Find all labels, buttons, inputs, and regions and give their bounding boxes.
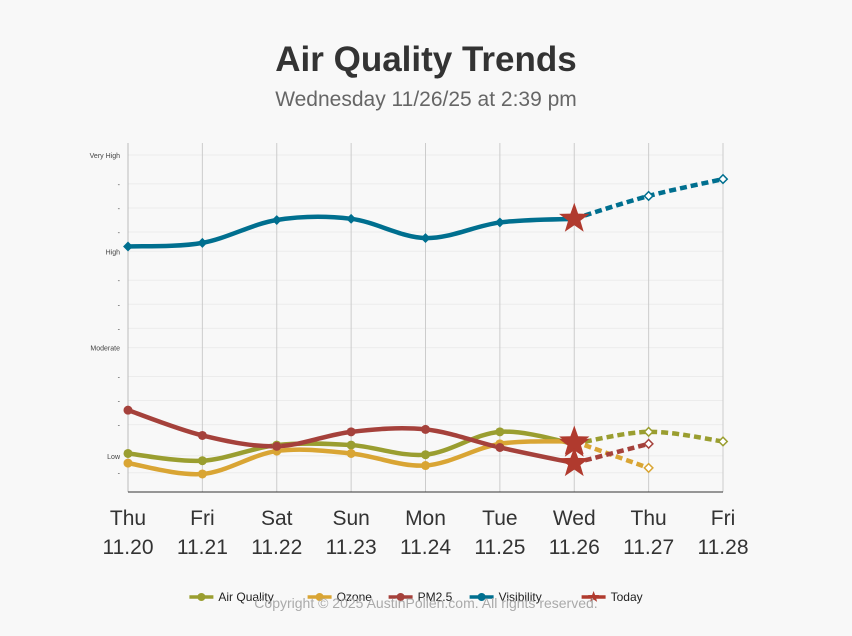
legend-item-ozone: Ozone bbox=[307, 590, 373, 604]
ozone-today-star bbox=[559, 425, 590, 455]
x-tick-date: 11.26 bbox=[549, 536, 600, 559]
pm2-5-forecast-point bbox=[643, 438, 654, 450]
ozone-point bbox=[346, 448, 356, 458]
x-tick-day: Sun bbox=[332, 507, 369, 530]
visibility-point bbox=[420, 233, 431, 244]
x-tick-day: Fri bbox=[190, 507, 215, 530]
y-axis: Low Moderate High Very High - - - - - - - - - - bbox=[90, 153, 121, 478]
legend-label: Visibility bbox=[499, 590, 542, 604]
y-tick-label: Low bbox=[107, 454, 121, 461]
y-tick-label: High bbox=[106, 249, 121, 256]
x-tick-date: 11.22 bbox=[251, 536, 302, 559]
ozone-point bbox=[421, 461, 430, 471]
y-minor-tick: - bbox=[118, 182, 121, 189]
legend-label: PM2.5 bbox=[418, 590, 453, 604]
chart-title: Air Quality Trends bbox=[275, 40, 577, 79]
x-tick-date: 11.24 bbox=[400, 536, 451, 559]
x-tick-day: Sat bbox=[261, 507, 293, 530]
x-axis: Thu 11.20 Fri 11.21 Sat 11.22 Sun 11.23 Mon 11.24… bbox=[103, 507, 749, 559]
today-markers bbox=[559, 202, 590, 477]
copyright-notice: Copyright © 2025 AustinPollen.com. All r… bbox=[254, 595, 598, 611]
visibility-point bbox=[346, 213, 357, 224]
y-minor-tick: - bbox=[118, 423, 121, 430]
legend-item-pm2-5: PM2.5 bbox=[388, 590, 453, 604]
ozone-point bbox=[123, 458, 133, 468]
legend-star-icon bbox=[587, 591, 600, 602]
pm2-5-point bbox=[197, 430, 207, 440]
y-tick-label: Very High bbox=[90, 153, 120, 160]
y-minor-tick: - bbox=[118, 471, 121, 478]
visibility-forecast-point bbox=[643, 190, 654, 202]
air-quality-forecast-line bbox=[573, 429, 724, 447]
legend-swatch-dot bbox=[477, 593, 486, 601]
visibility-point bbox=[494, 217, 505, 228]
air-quality-point bbox=[123, 448, 133, 458]
chart-subtitle: Wednesday 11/26/25 at 2:39 pm bbox=[275, 88, 577, 111]
y-tick-label: Moderate bbox=[90, 346, 120, 353]
legend-item-today: Today bbox=[581, 590, 643, 604]
visibility-today-star bbox=[559, 202, 590, 232]
y-minor-tick: - bbox=[118, 302, 121, 309]
pm2-5-point bbox=[495, 442, 505, 452]
x-tick-day: Fri bbox=[711, 507, 736, 530]
pm2-5-point bbox=[123, 405, 133, 415]
air-quality-point bbox=[495, 427, 505, 437]
x-tick-date: 11.21 bbox=[177, 536, 228, 559]
y-minor-tick: - bbox=[118, 206, 121, 213]
air-quality-point bbox=[197, 456, 207, 466]
series-markers bbox=[123, 173, 729, 479]
x-tick-day: Tue bbox=[482, 507, 517, 530]
x-tick-day: Thu bbox=[110, 507, 146, 530]
legend-label: Today bbox=[611, 590, 643, 604]
visibility-point bbox=[123, 241, 133, 252]
air-quality-point bbox=[346, 440, 356, 450]
air-quality-forecast-point bbox=[717, 436, 729, 447]
pm2-5-point bbox=[346, 427, 356, 437]
x-tick-day: Mon bbox=[405, 507, 446, 530]
x-tick-day: Thu bbox=[631, 507, 667, 530]
y-minor-tick: - bbox=[118, 399, 121, 406]
legend-label: Ozone bbox=[337, 590, 373, 604]
legend-label: Air Quality bbox=[218, 590, 273, 604]
legend-item-visibility: Visibility bbox=[469, 590, 542, 604]
x-tick-date: 11.28 bbox=[698, 536, 749, 559]
legend-swatch-dot bbox=[396, 593, 405, 601]
legend-swatch-dot bbox=[197, 593, 206, 601]
legend-item-air-quality: Air Quality bbox=[189, 590, 274, 604]
y-minor-tick: - bbox=[118, 278, 121, 285]
y-minor-tick: - bbox=[118, 326, 121, 333]
pm2-5-today-star bbox=[559, 447, 590, 477]
air-quality-forecast-point bbox=[643, 426, 654, 438]
x-tick-date: 11.27 bbox=[623, 536, 674, 559]
y-minor-tick: - bbox=[118, 374, 121, 381]
visibility-point bbox=[197, 237, 208, 248]
pm2-5-point bbox=[272, 441, 282, 451]
x-tick-date: 11.25 bbox=[474, 536, 525, 559]
x-tick-date: 11.20 bbox=[103, 536, 154, 559]
ozone-forecast-point bbox=[643, 462, 654, 474]
visibility-point bbox=[271, 215, 282, 225]
legend-swatch-dot bbox=[315, 593, 324, 601]
legend: Air Quality Ozone PM2.5 Visibility Today bbox=[189, 590, 643, 604]
x-tick-date: 11.23 bbox=[326, 536, 377, 559]
air-quality-point bbox=[421, 450, 430, 460]
y-minor-tick: - bbox=[118, 230, 121, 237]
ozone-point bbox=[197, 469, 207, 479]
x-tick-day: Wed bbox=[553, 507, 596, 530]
pm2-5-point bbox=[421, 424, 430, 434]
visibility-forecast-point bbox=[717, 173, 729, 185]
